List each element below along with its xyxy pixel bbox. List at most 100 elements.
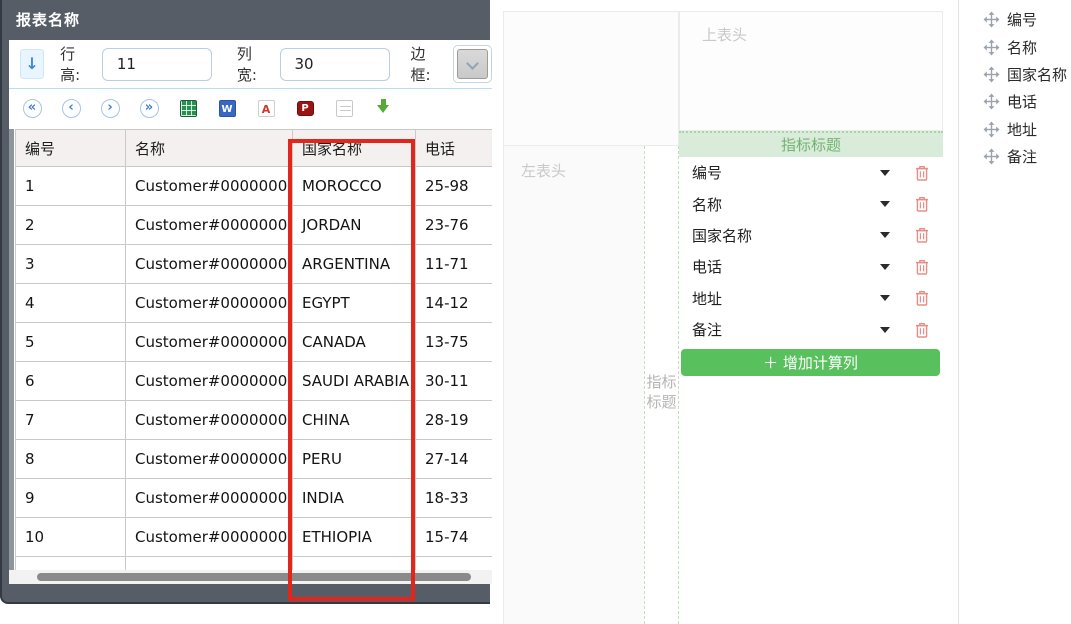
cell-id: 11 — [15, 556, 126, 570]
delete-field-button[interactable] — [915, 259, 929, 275]
top-header-dropzone[interactable]: 上表头 — [679, 11, 943, 131]
field-row[interactable]: 备注 — [679, 314, 943, 345]
cell-name: Customer#000000011 — [125, 556, 293, 570]
cell-name: Customer#000000005 — [125, 322, 293, 362]
palette-field-item[interactable]: 地址 — [959, 116, 1071, 143]
column-header[interactable]: 编号 — [15, 129, 126, 167]
delete-field-button[interactable] — [915, 196, 929, 212]
table-header-row: 编号 名称 国家名称 电话 — [15, 129, 492, 167]
export-excel-button[interactable] — [178, 99, 198, 119]
field-dropdown-caret-icon[interactable] — [880, 326, 890, 338]
column-header[interactable]: 国家名称 — [292, 129, 416, 167]
palette-field-item[interactable]: 名称 — [959, 33, 1071, 60]
cell-name: Customer#000000007 — [125, 400, 293, 440]
palette-field-item[interactable]: 编号 — [959, 6, 1071, 33]
next-page-button[interactable]: › — [100, 99, 120, 119]
export-word-button[interactable]: W — [217, 99, 237, 119]
left-header-dropzone[interactable]: 左表头 — [503, 146, 644, 624]
horizontal-scrollbar-thumb[interactable] — [37, 573, 471, 581]
field-label: 国家名称 — [692, 226, 753, 245]
col-width-input[interactable] — [279, 47, 390, 81]
field-row[interactable]: 名称 — [679, 188, 943, 219]
cell-name: Customer#000000009 — [125, 478, 293, 518]
table-row[interactable]: 6 Customer#000000006 SAUDI ARABIA 30-11 — [15, 361, 492, 401]
export-pdf-button[interactable]: A — [256, 99, 276, 119]
horizontal-scrollbar[interactable] — [9, 570, 492, 584]
print-button[interactable]: P — [295, 99, 315, 119]
table-row[interactable]: 9 Customer#000000009 INDIA 18-33 — [15, 478, 492, 518]
cell-country: CANADA — [292, 322, 416, 362]
table-row[interactable]: 3 Customer#000000003 ARGENTINA 11-71 — [15, 244, 492, 284]
green-down-arrow-icon — [377, 98, 389, 119]
border-select[interactable] — [453, 45, 492, 83]
first-page-button[interactable]: « — [22, 99, 42, 119]
field-dropdown-caret-icon[interactable] — [880, 169, 890, 181]
cell-phone: 13-75 — [415, 322, 492, 362]
collapse-toolbar-button[interactable]: ↓ — [20, 49, 45, 79]
prev-page-button[interactable]: ‹ — [61, 99, 81, 119]
palette-field-item[interactable]: 备注 — [959, 143, 1071, 170]
table-row[interactable]: 10 Customer#000000010 ETHIOPIA 15-74 — [15, 517, 492, 557]
table-row[interactable]: 5 Customer#000000005 CANADA 13-75 — [15, 322, 492, 362]
field-dropdown-caret-icon[interactable] — [880, 201, 890, 212]
field-dropdown-caret-icon[interactable] — [880, 295, 890, 306]
column-header[interactable]: 电话 — [415, 129, 492, 167]
cell-id: 7 — [15, 400, 126, 440]
cell-name: Customer#000000006 — [125, 361, 293, 401]
cell-country: SAUDI ARABIA — [292, 361, 416, 401]
trash-icon — [916, 259, 928, 275]
move-icon — [983, 93, 1000, 110]
right-arrow-icon: › — [100, 99, 120, 118]
chevron-down-icon — [466, 57, 480, 70]
corner-region[interactable] — [503, 11, 679, 146]
cell-id: 4 — [15, 283, 126, 323]
format-toolbar: ↓ 行高: 列宽: 边框: — [9, 40, 492, 89]
download-button[interactable] — [373, 98, 393, 119]
palette-field-label: 国家名称 — [1007, 65, 1068, 84]
move-icon — [983, 121, 1000, 138]
palette-field-item[interactable]: 国家名称 — [959, 61, 1071, 88]
column-header[interactable]: 名称 — [125, 129, 293, 167]
export-toolbar: « ‹ › » W A — [9, 90, 492, 127]
document-icon — [335, 100, 353, 117]
table-row[interactable]: 2 Customer#000000002 JORDAN 23-76 — [15, 205, 492, 245]
indicator-title-strip[interactable]: 指标标题 — [679, 131, 943, 157]
last-page-button[interactable]: » — [139, 99, 159, 119]
table-row[interactable]: 8 Customer#000000008 PERU 27-14 — [15, 439, 492, 479]
palette-field-label: 编号 — [1007, 11, 1038, 30]
border-select-button[interactable] — [457, 49, 488, 79]
trash-icon — [916, 291, 928, 306]
palette-field-item[interactable]: 电话 — [959, 88, 1071, 115]
cell-name: Customer#000000004 — [125, 283, 293, 323]
cell-name: Customer#000000008 — [125, 439, 293, 479]
field-row[interactable]: 地址 — [679, 283, 943, 314]
field-dropdown-caret-icon[interactable] — [880, 232, 890, 243]
report-page-button[interactable] — [334, 99, 354, 119]
printer-icon: P — [296, 101, 314, 116]
col-width-label: 列宽: — [236, 45, 257, 84]
vertical-scrollbar[interactable] — [9, 129, 14, 570]
delete-field-button[interactable] — [915, 165, 929, 181]
indicator-title-label: 指标标题 — [780, 136, 841, 154]
indicator-title-column[interactable]: 指标 标题 — [644, 146, 679, 624]
row-height-input[interactable] — [101, 47, 212, 81]
delete-field-button[interactable] — [915, 227, 929, 244]
cell-name: Customer#000000010 — [125, 517, 293, 557]
table-row[interactable]: 7 Customer#000000007 CHINA 28-19 — [15, 400, 492, 440]
cell-country: INDIA — [292, 478, 416, 518]
field-row[interactable]: 编号 — [679, 157, 943, 188]
table-row[interactable]: 11 Customer#000000011 UNITED KINGDOM 33-… — [15, 556, 492, 570]
trash-icon — [916, 228, 928, 244]
delete-field-button[interactable] — [915, 290, 929, 306]
left-arrow-icon: ‹ — [61, 99, 81, 118]
delete-field-button[interactable] — [915, 322, 929, 338]
row-height-label: 行高: — [60, 45, 81, 84]
field-label: 备注 — [692, 321, 723, 340]
cell-country: CHINA — [292, 400, 416, 440]
add-calculated-column-button[interactable]: ＋ 增加计算列 — [681, 349, 940, 377]
table-row[interactable]: 1 Customer#000000001 MOROCCO 25-98 — [15, 166, 492, 206]
field-dropdown-caret-icon[interactable] — [880, 263, 890, 275]
field-row[interactable]: 国家名称 — [679, 220, 943, 251]
table-row[interactable]: 4 Customer#000000004 EGYPT 14-12 — [15, 283, 492, 323]
field-row[interactable]: 电话 — [679, 251, 943, 282]
